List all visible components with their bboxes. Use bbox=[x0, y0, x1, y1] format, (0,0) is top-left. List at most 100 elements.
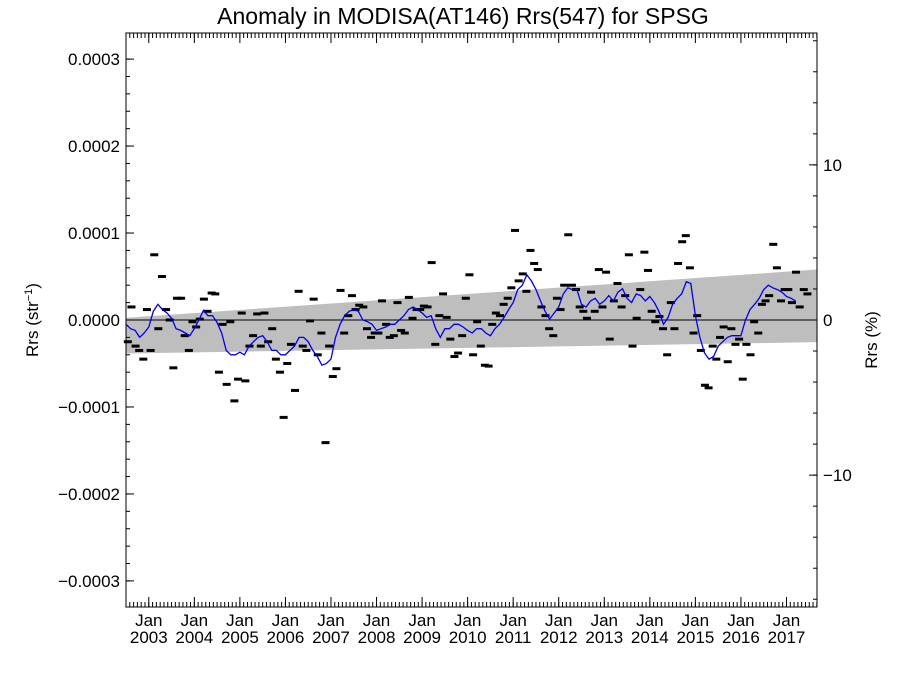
data-point bbox=[594, 268, 603, 272]
data-point bbox=[180, 334, 189, 338]
data-point bbox=[514, 279, 523, 283]
data-point bbox=[184, 348, 193, 352]
data-point bbox=[377, 299, 386, 303]
data-point bbox=[598, 305, 607, 309]
data-point bbox=[727, 327, 736, 331]
data-point bbox=[290, 388, 299, 392]
data-point bbox=[374, 331, 383, 335]
data-point bbox=[541, 314, 550, 318]
data-point bbox=[203, 309, 212, 313]
data-point bbox=[674, 261, 683, 265]
data-point bbox=[222, 382, 231, 386]
data-point bbox=[306, 319, 315, 323]
data-point bbox=[556, 308, 565, 312]
data-point bbox=[484, 364, 493, 368]
data-point bbox=[408, 316, 417, 320]
data-point bbox=[511, 228, 520, 232]
data-point bbox=[772, 266, 781, 270]
data-point bbox=[602, 270, 611, 274]
data-point bbox=[355, 303, 364, 307]
data-point bbox=[696, 348, 705, 352]
x-tick-label-year: 2011 bbox=[495, 628, 532, 647]
y-axis-right: −10 0 10 bbox=[809, 40, 852, 600]
data-point bbox=[530, 261, 539, 265]
data-point bbox=[157, 275, 166, 279]
data-point bbox=[317, 331, 326, 335]
x-tick-label-year: 2003 bbox=[130, 628, 168, 647]
data-point bbox=[719, 325, 728, 329]
x-tick-label-month: Jan bbox=[454, 611, 481, 630]
data-point bbox=[787, 301, 796, 305]
data-point bbox=[651, 320, 660, 324]
x-tick-label-month: Jan bbox=[636, 611, 663, 630]
data-point bbox=[579, 309, 588, 313]
data-point bbox=[681, 234, 690, 238]
data-point bbox=[582, 316, 591, 320]
data-point bbox=[454, 351, 463, 355]
data-point bbox=[397, 328, 406, 332]
data-point bbox=[666, 301, 675, 305]
data-point bbox=[678, 240, 687, 244]
x-tick-label-month: Jan bbox=[408, 611, 435, 630]
trend-band bbox=[126, 269, 817, 354]
data-point bbox=[458, 334, 467, 338]
data-point bbox=[624, 253, 633, 257]
data-point bbox=[712, 357, 721, 361]
data-point bbox=[230, 399, 239, 403]
x-tick-label-year: 2013 bbox=[585, 628, 623, 647]
data-point bbox=[461, 296, 470, 300]
x-tick-label-year: 2006 bbox=[267, 628, 305, 647]
data-point bbox=[803, 292, 812, 296]
data-point bbox=[435, 314, 444, 318]
data-point bbox=[431, 342, 440, 346]
data-point bbox=[139, 357, 148, 361]
x-tick-label-year: 2014 bbox=[631, 628, 669, 647]
data-point bbox=[199, 297, 208, 301]
data-point bbox=[142, 308, 151, 312]
y-tick-label: 0.0000 bbox=[68, 311, 120, 330]
y-tick-label: 0.0002 bbox=[68, 137, 120, 156]
data-point bbox=[218, 322, 227, 326]
data-point bbox=[325, 344, 334, 348]
data-point bbox=[647, 309, 656, 313]
data-point bbox=[271, 357, 280, 361]
data-point bbox=[704, 386, 713, 390]
data-point bbox=[127, 305, 136, 309]
data-point bbox=[234, 377, 243, 381]
data-point bbox=[336, 288, 345, 292]
data-point bbox=[169, 366, 178, 370]
x-tick-label-month: Jan bbox=[773, 611, 800, 630]
data-point bbox=[644, 268, 653, 272]
y2-tick-label: 10 bbox=[823, 156, 842, 175]
y-tick-label: −0.0003 bbox=[58, 572, 120, 591]
data-point bbox=[123, 340, 132, 344]
data-point bbox=[275, 370, 284, 374]
data-point bbox=[765, 294, 774, 298]
data-point bbox=[154, 327, 163, 331]
data-point bbox=[389, 334, 398, 338]
data-point bbox=[367, 335, 376, 339]
data-point bbox=[309, 297, 318, 301]
data-point bbox=[344, 314, 353, 318]
y-axis-label-left: Rrs (str−1) bbox=[23, 283, 42, 357]
y-axis-left: −0.0003 −0.0002 −0.0001 0.0000 0.0001 0.0002 0… bbox=[58, 50, 134, 591]
data-point bbox=[549, 334, 558, 338]
data-point bbox=[799, 288, 808, 292]
data-point bbox=[302, 348, 311, 352]
y-tick-label: −0.0002 bbox=[58, 485, 120, 504]
x-tick-label-month: Jan bbox=[499, 611, 526, 630]
data-point bbox=[347, 294, 356, 298]
data-point bbox=[173, 296, 182, 300]
data-point bbox=[522, 289, 531, 293]
data-point bbox=[723, 360, 732, 364]
data-point bbox=[150, 253, 159, 257]
data-point bbox=[393, 301, 402, 305]
data-point bbox=[385, 335, 394, 339]
data-point bbox=[294, 289, 303, 293]
data-point bbox=[575, 305, 584, 309]
data-point bbox=[340, 331, 349, 335]
data-point bbox=[564, 233, 573, 237]
data-point bbox=[731, 342, 740, 346]
data-point bbox=[628, 344, 637, 348]
